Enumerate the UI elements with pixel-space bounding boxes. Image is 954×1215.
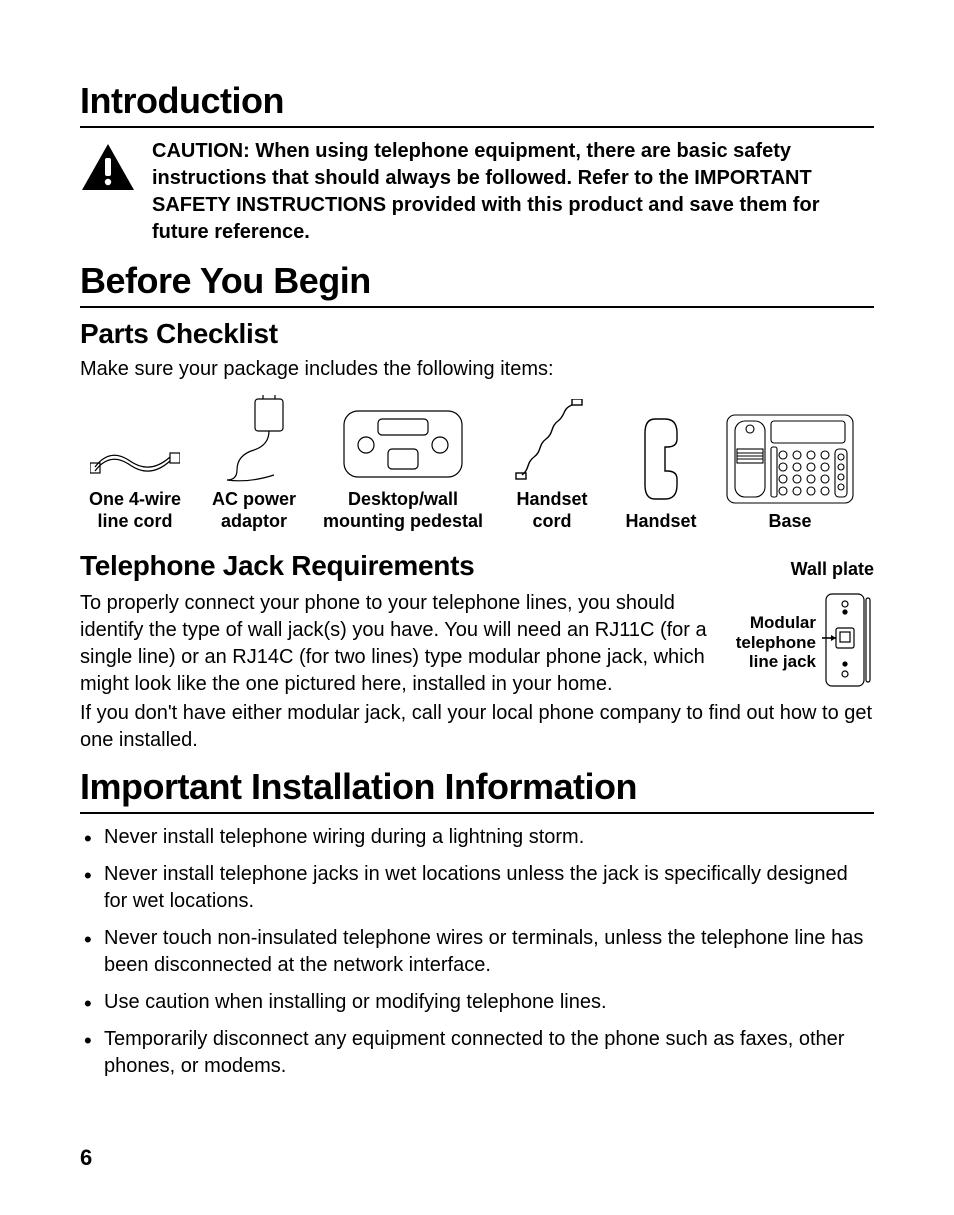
pedestal-icon <box>338 405 468 483</box>
install-list: Never install telephone wiring during a … <box>80 824 874 1080</box>
wall-plate-label: Wall plate <box>791 559 874 580</box>
part-handset: Handset <box>616 413 706 533</box>
warning-icon <box>80 138 136 246</box>
install-item: Never install telephone jacks in wet loc… <box>80 861 874 915</box>
install-item: Use caution when installing or modifying… <box>80 989 874 1016</box>
part-label: Desktop/wall mounting pedestal <box>318 489 488 532</box>
part-pedestal: Desktop/wall mounting pedestal <box>318 391 488 532</box>
parts-checklist-heading: Parts Checklist <box>80 318 874 350</box>
modular-label-1: Modular <box>736 613 816 633</box>
before-heading: Before You Begin <box>80 260 874 308</box>
intro-heading: Introduction <box>80 80 874 128</box>
part-base: Base <box>720 413 860 533</box>
part-ac-adaptor: AC power adaptor <box>204 391 304 532</box>
install-heading: Important Installation Information <box>80 766 874 814</box>
jack-heading-row: Telephone Jack Requirements Wall plate <box>80 550 874 590</box>
page-number: 6 <box>80 1145 92 1171</box>
jack-para-2: If you don't have either modular jack, c… <box>80 700 874 754</box>
part-handset-cord: Handset cord <box>502 391 602 532</box>
handset-icon <box>637 413 685 505</box>
line-cord-icon <box>90 437 180 483</box>
part-label: One 4-wire line cord <box>80 489 190 532</box>
parts-intro-text: Make sure your package includes the foll… <box>80 356 874 383</box>
install-item: Never install telephone wiring during a … <box>80 824 874 851</box>
modular-label-3: line jack <box>736 652 816 672</box>
parts-row: One 4-wire line cord AC power adaptor <box>80 391 874 532</box>
part-label: Handset cord <box>502 489 602 532</box>
caution-block: CAUTION: When using telephone equipment,… <box>80 138 874 246</box>
install-item: Temporarily disconnect any equipment con… <box>80 1026 874 1080</box>
part-label: Base <box>720 511 860 533</box>
caution-text: CAUTION: When using telephone equipment,… <box>152 138 874 246</box>
wall-plate-diagram-block: Modular telephone line jack <box>734 590 874 695</box>
base-icon <box>725 413 855 505</box>
part-line-cord: One 4-wire line cord <box>80 391 190 532</box>
modular-label-2: telephone <box>736 633 816 653</box>
wall-plate-icon <box>822 592 872 688</box>
ac-adaptor-icon <box>219 395 289 483</box>
install-item: Never touch non-insulated telephone wire… <box>80 925 874 979</box>
handset-cord-icon <box>512 399 592 483</box>
part-label: AC power adaptor <box>204 489 304 532</box>
part-label: Handset <box>616 511 706 533</box>
jack-section: Modular telephone line jack <box>80 590 874 754</box>
jack-heading: Telephone Jack Requirements <box>80 550 474 582</box>
